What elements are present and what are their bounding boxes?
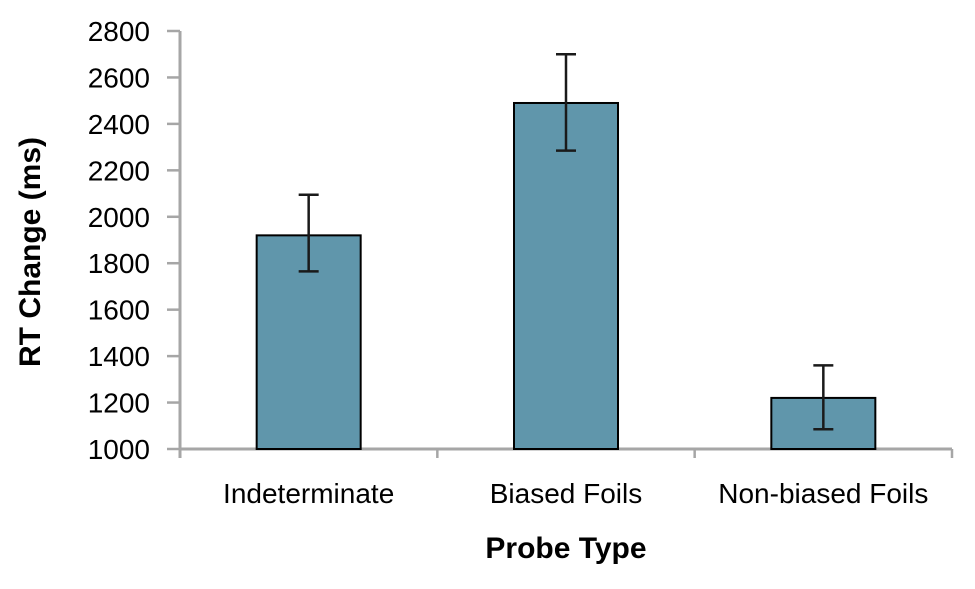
y-axis-tick-label: 1600 <box>88 295 150 326</box>
bars-group <box>255 101 877 450</box>
y-axis-tick-label: 2600 <box>88 62 150 93</box>
y-axis-tick-label: 1400 <box>88 341 150 372</box>
y-axis-tick-label: 2800 <box>88 16 150 47</box>
labels-group: 1000 1200 1400 1600 1800 2000 2200 2400 2600 2800… <box>88 16 929 509</box>
x-axis-title: Probe Type <box>485 532 646 565</box>
y-axis-tick-label: 1800 <box>88 248 150 279</box>
x-category-label: Indeterminate <box>223 478 394 509</box>
y-axis-tick-label: 2400 <box>88 109 150 140</box>
error-bars-group <box>298 52 834 431</box>
y-axis-tick-label: 1000 <box>88 434 150 465</box>
y-axis-title: RT Change (ms) <box>14 137 47 367</box>
bar-2 <box>513 101 619 450</box>
y-axis-tick-label: 2200 <box>88 155 150 186</box>
y-axis-tick-label: 2000 <box>88 202 150 233</box>
y-axis-tick-label: 1200 <box>88 388 150 419</box>
x-category-label: Biased Foils <box>490 478 643 509</box>
x-category-label: Non-biased Foils <box>718 478 928 509</box>
